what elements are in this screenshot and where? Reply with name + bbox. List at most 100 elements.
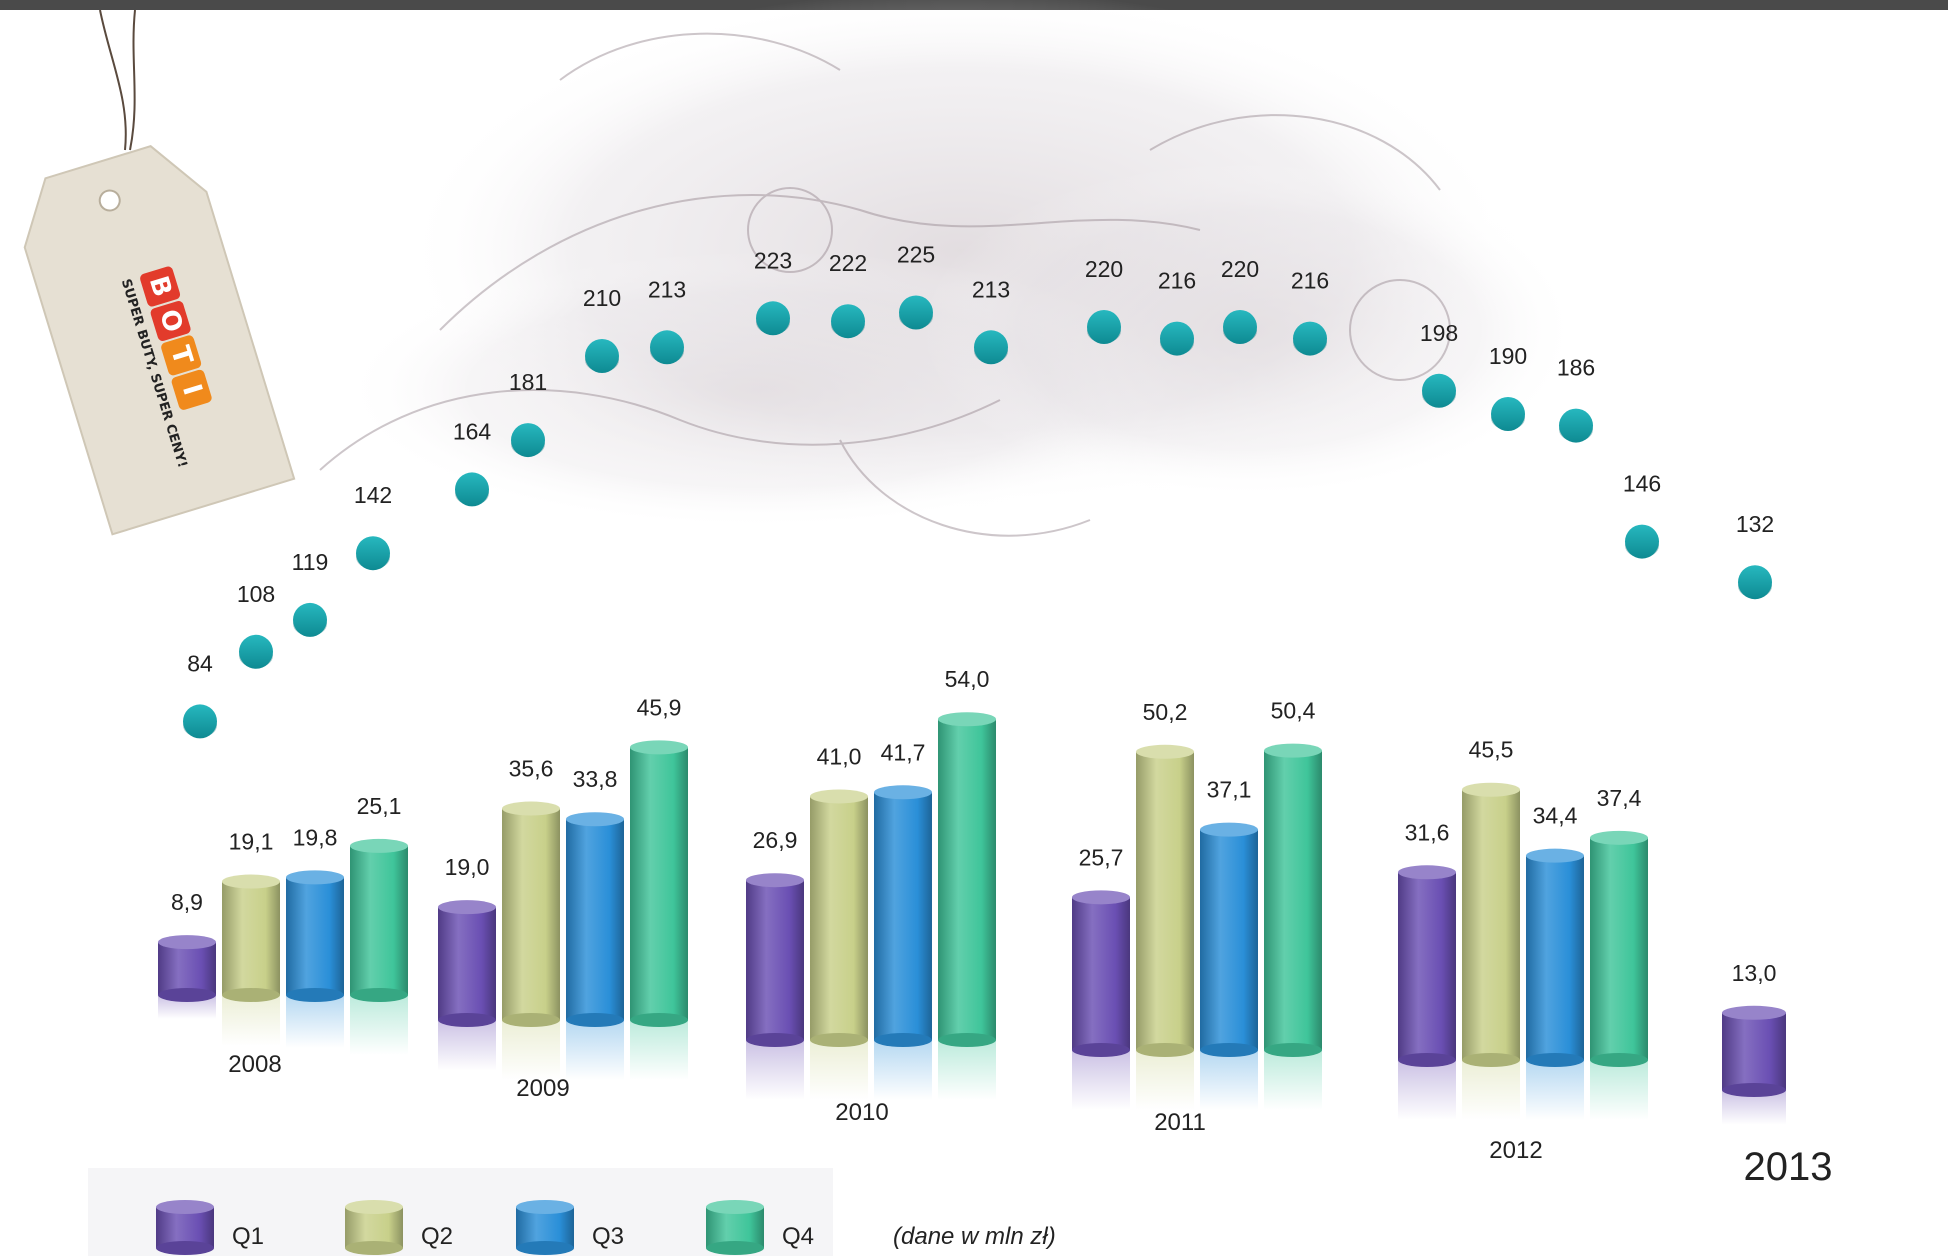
- bar-reflection: [222, 995, 280, 1047]
- bar-q1-2009: [438, 907, 496, 1020]
- bar-q2-2009: [502, 808, 560, 1020]
- bar-top: [874, 785, 932, 800]
- year-labels: 2008 2009 2010 2011 2012 2013: [228, 1051, 1832, 1189]
- bars-layer: [158, 712, 1786, 1125]
- dot-marker: [974, 330, 1008, 365]
- bar-value-label: 41,0: [817, 743, 862, 769]
- bar-base: [810, 1033, 868, 1047]
- bar-q3-2011: [1200, 829, 1258, 1050]
- bar-top: [222, 874, 280, 889]
- dot-value-label: 132: [1736, 511, 1774, 537]
- bar-value-label: 13,0: [1732, 960, 1777, 986]
- dot-value-label: 164: [453, 418, 492, 444]
- bar-top: [938, 712, 996, 727]
- dot-marker: [1160, 321, 1194, 356]
- legend-swatch-top: [706, 1200, 764, 1214]
- dot-marker: [455, 472, 489, 507]
- bar-reflection: [1264, 1050, 1322, 1110]
- bar-reflection: [746, 1040, 804, 1100]
- bar-base: [502, 1013, 560, 1027]
- dot-value-label: 108: [237, 581, 275, 607]
- dot-marker: [1293, 321, 1327, 356]
- bar-value-label: 34,4: [1533, 803, 1578, 829]
- dot-value-label: 216: [1291, 268, 1329, 294]
- bar-base: [1462, 1053, 1520, 1067]
- bar-reflection: [1200, 1050, 1258, 1110]
- dot-value-label: 198: [1420, 320, 1458, 346]
- dot-value-label: 213: [648, 276, 686, 302]
- bar-q1-2010: [746, 880, 804, 1040]
- dot-marker: [1422, 373, 1456, 408]
- bar-q1-2008: [158, 942, 216, 995]
- bar-value-label: 37,1: [1207, 777, 1252, 803]
- bar-value-label: 35,6: [509, 756, 554, 782]
- dot-value-label: 225: [897, 242, 935, 268]
- dot-value-label: 146: [1623, 471, 1661, 497]
- legend-label-q4: Q4: [782, 1223, 814, 1250]
- legend-label-q2: Q2: [421, 1223, 453, 1250]
- bar-base: [286, 988, 344, 1002]
- bar-q4-2012: [1590, 837, 1648, 1060]
- bar-base: [222, 988, 280, 1002]
- boti-price-tag: B O T I SUPER BUTY, SUPER CENY!: [23, 9, 296, 536]
- bar-value-label: 54,0: [945, 666, 990, 692]
- bar-base: [1526, 1053, 1584, 1067]
- bar-value-label: 19,0: [445, 854, 490, 880]
- bar-top: [566, 812, 624, 827]
- bar-top: [1462, 782, 1520, 797]
- legend-swatch-base: [345, 1241, 403, 1255]
- bar-top: [810, 789, 868, 804]
- year-label-2009: 2009: [516, 1075, 569, 1102]
- dot-marker: [585, 339, 619, 373]
- dot-value-label: 222: [829, 250, 867, 276]
- dot-marker: [1738, 565, 1772, 600]
- bar-top: [438, 900, 496, 915]
- dot-value-label: 210: [583, 285, 621, 311]
- bar-top: [1264, 743, 1322, 758]
- bar-top: [1722, 1005, 1786, 1020]
- dot-marker: [1087, 310, 1121, 344]
- legend-label-q3: Q3: [592, 1223, 624, 1250]
- dot-marker: [756, 301, 790, 336]
- dot-marker: [831, 304, 865, 339]
- year-label-2008: 2008: [228, 1051, 281, 1078]
- dot-value-label: 220: [1221, 256, 1259, 282]
- year-label-2010: 2010: [835, 1099, 888, 1126]
- bar-top: [746, 873, 804, 888]
- dot-value-label: 213: [972, 276, 1010, 302]
- bar-value-label: 26,9: [753, 827, 798, 853]
- bar-reflection: [1590, 1060, 1648, 1120]
- bar-base: [350, 988, 408, 1002]
- dot-marker: [1223, 310, 1257, 344]
- bar-value-label: 45,5: [1469, 737, 1514, 763]
- dot-value-label: 186: [1557, 355, 1595, 381]
- bar-q3-2010: [874, 792, 932, 1040]
- dots-layer: [183, 295, 1772, 739]
- bar-q1-2011: [1072, 897, 1130, 1050]
- dot-value-label: 181: [509, 369, 547, 395]
- bar-value-label: 19,8: [293, 824, 338, 850]
- year-label-2011: 2011: [1154, 1109, 1206, 1136]
- bar-q2-2008: [222, 881, 280, 995]
- legend-swatch-top: [156, 1200, 214, 1214]
- bar-reflection: [286, 995, 344, 1048]
- legend: Q1 Q2 Q3 Q4 (dane w mln zł): [88, 1168, 1056, 1256]
- bar-top: [1526, 848, 1584, 863]
- bar-value-label: 19,1: [229, 829, 274, 855]
- dot-marker: [1559, 408, 1593, 443]
- bar-top: [158, 935, 216, 950]
- dot-value-label: 119: [292, 549, 329, 575]
- year-label-2013: 2013: [1744, 1145, 1833, 1189]
- bar-reflection: [810, 1040, 868, 1100]
- bar-base: [630, 1013, 688, 1027]
- bar-reflection: [350, 995, 408, 1055]
- bar-base: [438, 1013, 496, 1027]
- bar-top: [502, 801, 560, 816]
- bar-base: [1590, 1053, 1648, 1067]
- bar-q4-2009: [630, 747, 688, 1020]
- legend-swatch-base: [156, 1241, 214, 1255]
- bar-value-label: 50,2: [1143, 699, 1188, 725]
- bar-value-label: 31,6: [1405, 819, 1450, 845]
- bar-q3-2009: [566, 819, 624, 1020]
- bar-reflection: [938, 1040, 996, 1100]
